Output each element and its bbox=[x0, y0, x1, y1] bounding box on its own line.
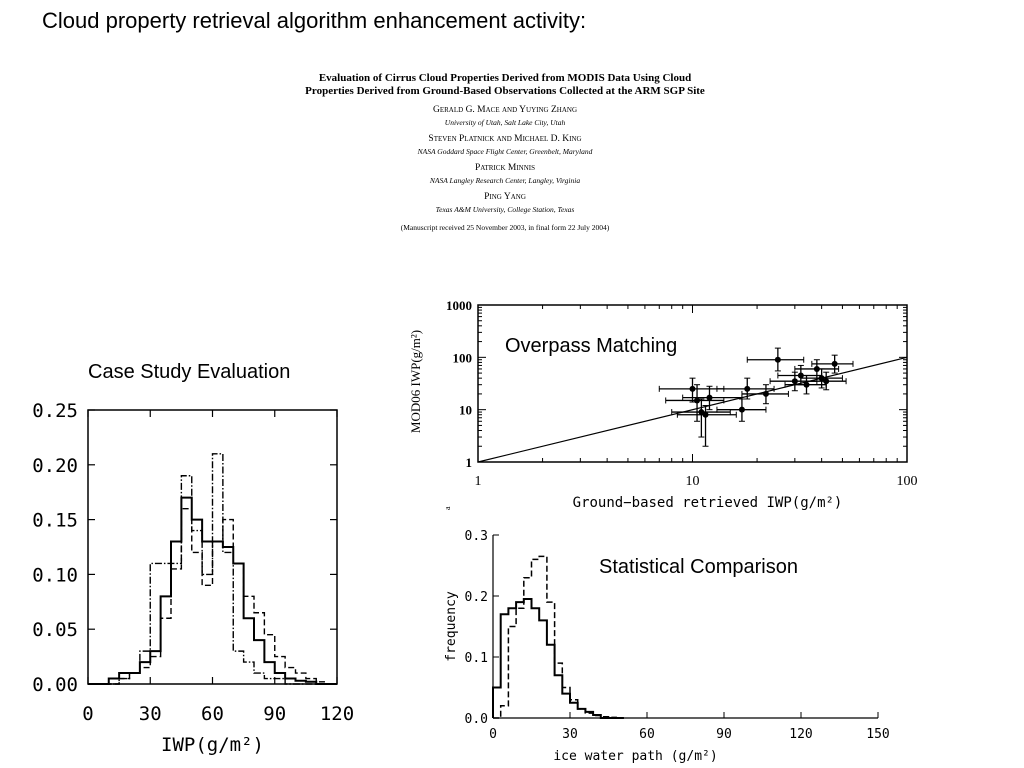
data-point bbox=[762, 390, 769, 397]
stray-label: a bbox=[443, 506, 452, 510]
author-block-2: Steven Platnick and Michael D. King NASA… bbox=[255, 134, 755, 156]
affiliation-4: Texas A&M University, College Station, T… bbox=[435, 205, 575, 214]
caption-statistical: Statistical Comparison bbox=[599, 556, 798, 578]
caption-overpass: Overpass Matching bbox=[505, 335, 678, 357]
y-tick-label: 0.1 bbox=[465, 651, 488, 666]
affiliation-2: NASA Goddard Space Flight Center, Greenb… bbox=[417, 147, 593, 156]
affiliation-1: University of Utah, Salt Lake City, Utah bbox=[444, 118, 566, 127]
slide-title: Cloud property retrieval algorithm enhan… bbox=[42, 8, 587, 33]
y-tick-label: 0.20 bbox=[32, 455, 78, 477]
author-block-1: Gerald G. Mace and Yuying Zhang Universi… bbox=[255, 105, 755, 127]
x-tick-label: 150 bbox=[866, 727, 889, 742]
y-tick-label: 100 bbox=[453, 350, 473, 365]
data-point bbox=[694, 397, 701, 404]
data-point bbox=[813, 365, 820, 372]
data-point bbox=[702, 411, 709, 418]
affiliation-3: NASA Langley Research Center, Langley, V… bbox=[429, 176, 581, 185]
y-axis-label: frequency bbox=[444, 591, 459, 662]
x-tick-label: 0 bbox=[82, 703, 93, 725]
paper-header: Evaluation of Cirrus Cloud Properties De… bbox=[255, 72, 755, 232]
data-point bbox=[818, 375, 825, 382]
data-point bbox=[831, 360, 838, 367]
data-point bbox=[791, 378, 798, 385]
series-dash-line bbox=[493, 555, 624, 719]
y-tick-label: 0.15 bbox=[32, 510, 78, 532]
author-block-3: Patrick Minnis NASA Langley Research Cen… bbox=[255, 163, 755, 185]
x-tick-label: 90 bbox=[263, 703, 286, 725]
y-tick-label: 10 bbox=[459, 403, 472, 418]
x-tick-label: 10 bbox=[686, 474, 700, 489]
y-tick-label: 0.05 bbox=[32, 619, 78, 641]
data-point bbox=[744, 385, 751, 392]
x-tick-label: 60 bbox=[639, 727, 655, 742]
data-point bbox=[803, 381, 810, 388]
caption-case-study: Case Study Evaluation bbox=[88, 361, 291, 383]
paper-title-line-1: Evaluation of Cirrus Cloud Properties De… bbox=[318, 72, 692, 84]
data-point bbox=[689, 385, 696, 392]
authors-4: Ping Yang bbox=[484, 192, 526, 202]
x-tick-label: 0 bbox=[489, 727, 497, 742]
x-axis-label: IWP(g/m²) bbox=[161, 734, 264, 756]
authors-3: Patrick Minnis bbox=[474, 163, 536, 173]
x-tick-label: 60 bbox=[201, 703, 224, 725]
manuscript-dates: (Manuscript received 25 November 2003, i… bbox=[400, 223, 610, 232]
x-tick-label: 100 bbox=[897, 474, 918, 489]
data-point bbox=[706, 394, 713, 401]
y-tick-label: 0.3 bbox=[465, 529, 488, 544]
y-tick-label: 0.0 bbox=[465, 712, 488, 727]
x-tick-label: 90 bbox=[716, 727, 732, 742]
x-tick-label: 120 bbox=[789, 727, 812, 742]
y-tick-label: 1000 bbox=[446, 298, 472, 313]
x-tick-label: 120 bbox=[320, 703, 354, 725]
paper-title-line-2: Properties Derived from Ground-Based Obs… bbox=[305, 85, 705, 97]
series-dash-line bbox=[88, 507, 337, 685]
y-tick-label: 0.10 bbox=[32, 564, 78, 586]
one-to-one-line bbox=[477, 356, 908, 463]
data-point bbox=[823, 378, 830, 385]
author-block-4: Ping Yang Texas A&M University, College … bbox=[255, 192, 755, 214]
x-axis-label: Ground−based retrieved IWP(g/m²) bbox=[573, 495, 843, 511]
y-tick-label: 0.00 bbox=[32, 674, 78, 696]
series-dashdot-line bbox=[88, 453, 337, 685]
data-point bbox=[774, 356, 781, 363]
authors-1: Gerald G. Mace and Yuying Zhang bbox=[433, 105, 577, 115]
data-point bbox=[738, 406, 745, 413]
y-axis-label: MOD06 IWP(g/m²) bbox=[408, 330, 423, 433]
y-tick-label: 0.25 bbox=[32, 400, 78, 422]
series-solid-line bbox=[492, 598, 624, 719]
x-tick-label: 30 bbox=[562, 727, 578, 742]
x-tick-label: 30 bbox=[139, 703, 162, 725]
authors-2: Steven Platnick and Michael D. King bbox=[428, 134, 582, 144]
x-tick-label: 1 bbox=[475, 474, 482, 489]
y-tick-label: 1 bbox=[466, 455, 473, 470]
x-axis-label: ice water path (g/m²) bbox=[553, 749, 717, 764]
y-tick-label: 0.2 bbox=[465, 590, 488, 605]
